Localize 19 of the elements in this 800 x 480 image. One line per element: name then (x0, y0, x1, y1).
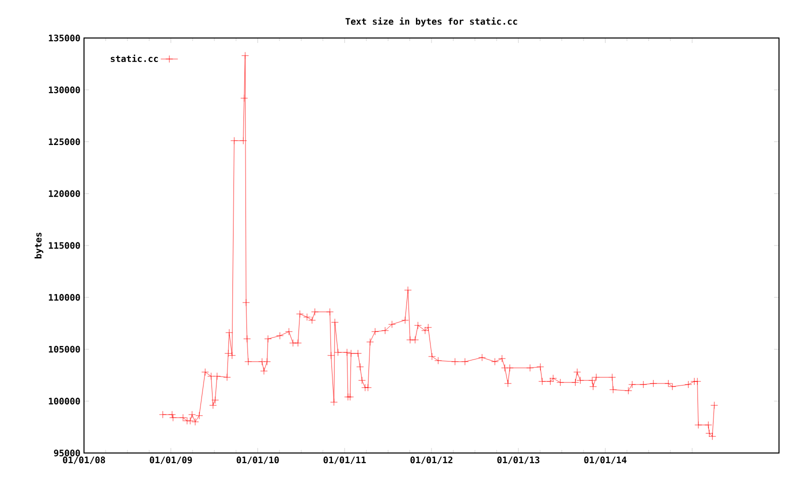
y-axis-title: bytes (34, 232, 44, 258)
y-tick-label: 100000 (48, 398, 80, 404)
y-tick-label: 105000 (48, 346, 80, 353)
chart-title: Text size in bytes for static.cc (346, 17, 518, 26)
x-tick-label: 01/01/13 (497, 456, 540, 464)
y-tick-label: 110000 (48, 294, 80, 301)
y-tick-label: 120000 (48, 190, 80, 197)
x-tick-label: 01/01/08 (62, 456, 106, 464)
x-tick-label: 01/01/14 (584, 456, 626, 464)
x-tick-label: 01/01/10 (236, 456, 279, 464)
legend-label: static.cc (110, 54, 158, 62)
x-tick-label: 01/01/09 (150, 456, 192, 464)
y-tick-label: 135000 (48, 34, 80, 42)
y-tick-label: 95000 (54, 450, 80, 456)
y-tick-label: 125000 (48, 138, 80, 146)
y-tick-label: 115000 (48, 242, 80, 249)
x-tick-label: 01/01/12 (410, 456, 452, 464)
x-tick-label: 01/01/11 (324, 456, 366, 464)
y-tick-label: 130000 (48, 86, 80, 94)
